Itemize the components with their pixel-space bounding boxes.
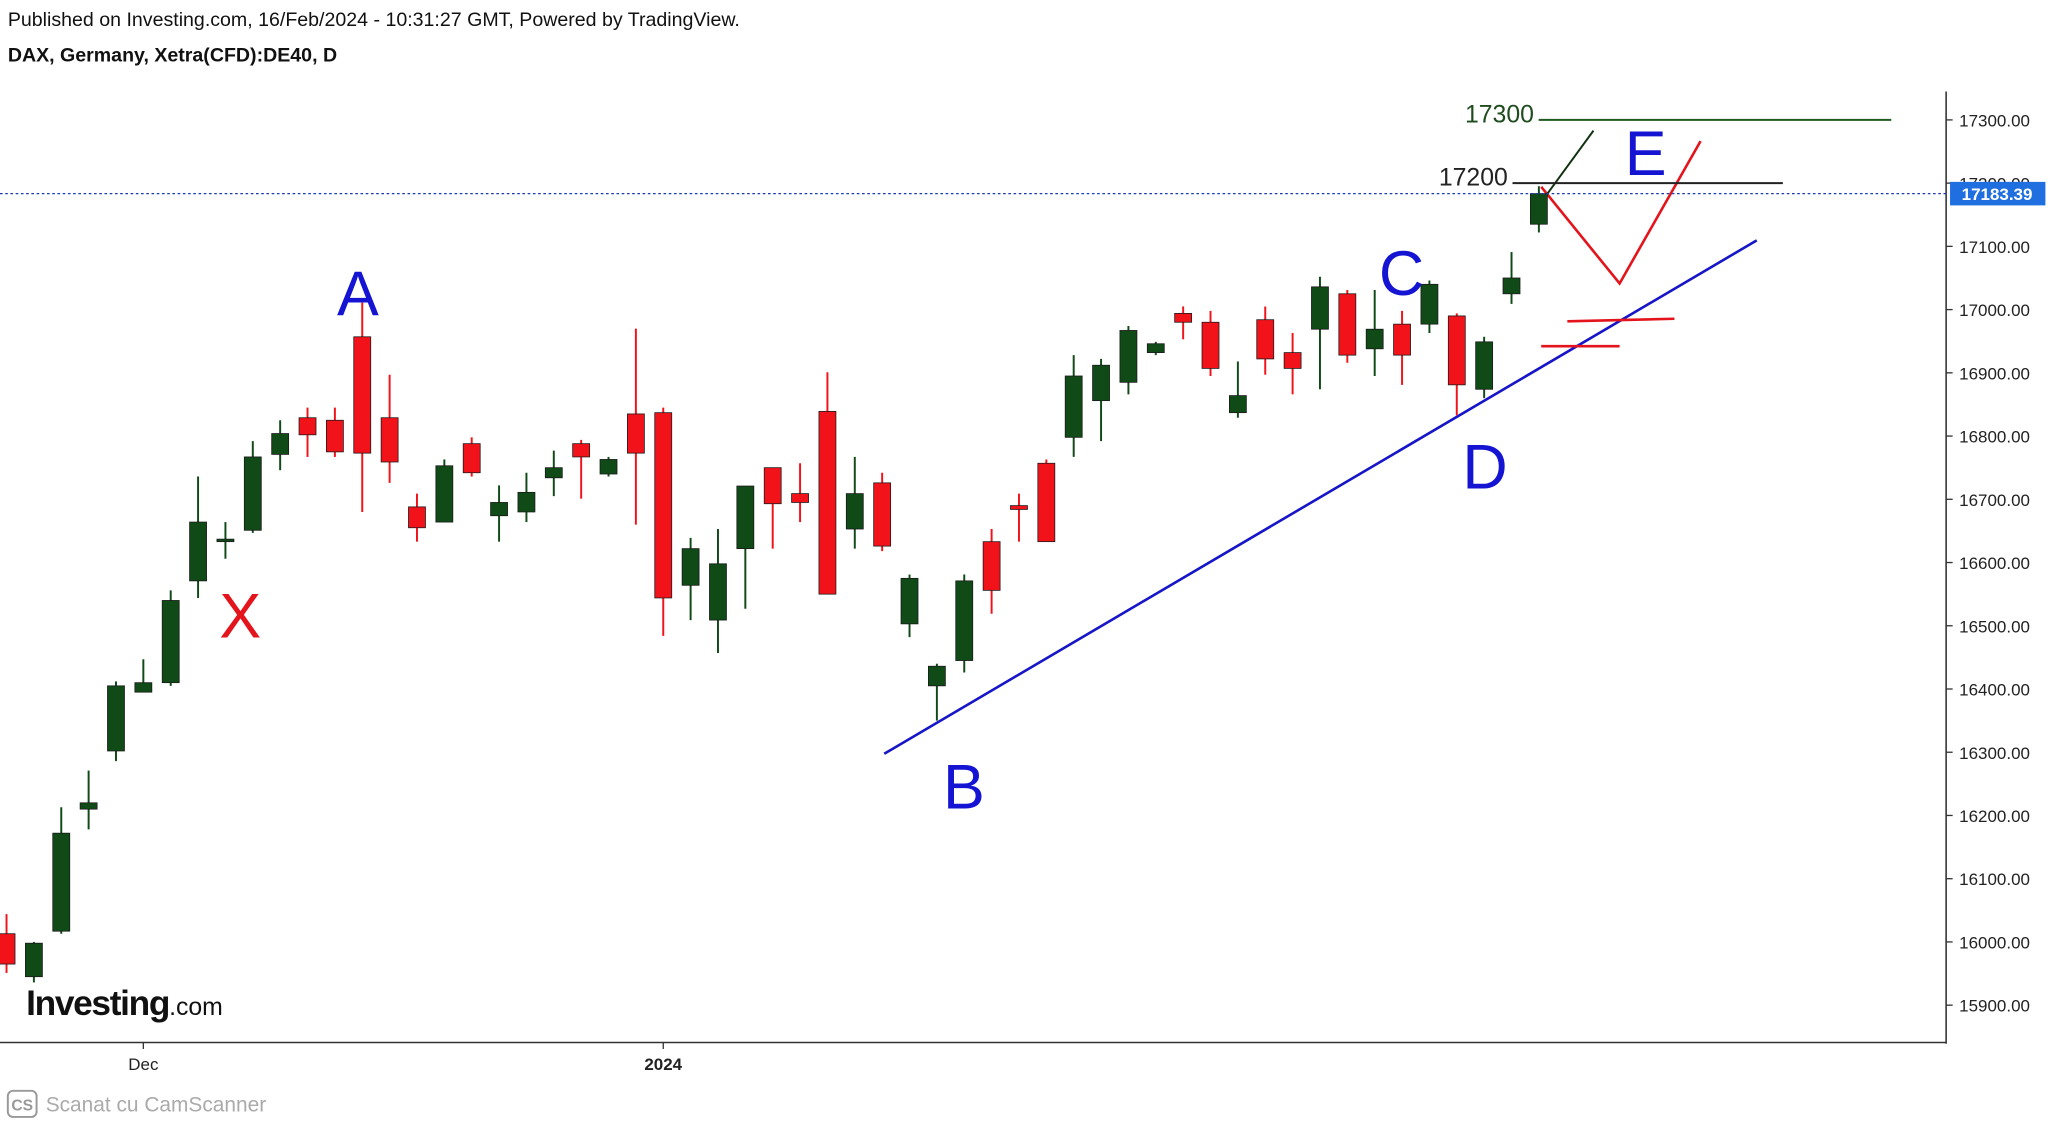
candle-body [1037, 462, 1056, 543]
candle-body [763, 467, 782, 505]
candle-body [408, 506, 426, 529]
candle-body [243, 456, 262, 531]
level-label: 17200 [1439, 165, 1508, 192]
candle-body [982, 541, 1001, 591]
candle-body [818, 411, 837, 595]
candle-body [1475, 341, 1494, 390]
candle-body [1256, 319, 1275, 360]
y-tick-label: 16800.00 [1959, 428, 2030, 447]
y-tick-label: 16100.00 [1959, 870, 2030, 889]
candle-body [1174, 313, 1193, 323]
candle-body [599, 459, 618, 475]
last-price-tag-box [1950, 181, 2046, 206]
projection-path [1543, 130, 1595, 200]
candle-body [1393, 323, 1411, 356]
x-tick-label: Dec [128, 1055, 159, 1074]
candle-body [298, 417, 317, 436]
candle-body [1365, 328, 1384, 350]
wave-label: C [1379, 239, 1424, 309]
wave-label: D [1462, 433, 1507, 503]
candle-body [1311, 286, 1329, 330]
candle-body [1146, 343, 1165, 353]
logo: Investing.com [26, 984, 223, 1023]
candle-body [517, 491, 536, 513]
candle-body [927, 665, 946, 687]
candle-body [1447, 315, 1466, 386]
watermark-badge-box [6, 1089, 38, 1118]
candle-body [1283, 352, 1302, 369]
candle-body [681, 548, 700, 586]
chart-subtitle: DAX, Germany, Xetra(CFD):DE40, D [8, 44, 337, 66]
plot-area: 15900.00 16000.00 16100.00 16200.00 16300.00… [0, 102, 2046, 1074]
x-tick-label: 2024 [644, 1055, 682, 1074]
candle-body [845, 493, 864, 530]
candle-body [1010, 505, 1028, 510]
wave-label: E [1625, 119, 1667, 189]
logo-suffix: .com [169, 994, 223, 1021]
candle-body [189, 521, 207, 582]
candle-body [326, 419, 344, 453]
candle-body [572, 443, 591, 458]
y-tick-label: 16400.00 [1959, 681, 2030, 700]
y-tick-label: 15900.00 [1959, 997, 2030, 1016]
y-tick-label: 16000.00 [1959, 933, 2030, 952]
wave-label: A [337, 259, 379, 329]
candle-body [955, 580, 974, 661]
projection-path [1540, 140, 1702, 286]
candle-body [353, 336, 372, 454]
y-tick-label: 17300.00 [1959, 111, 2030, 130]
wave-label: X [219, 581, 261, 651]
y-tick-label: 16200.00 [1959, 807, 2030, 826]
trend-line [883, 239, 1758, 755]
candle-body [161, 600, 180, 684]
watermark-badge: CS [11, 1097, 33, 1114]
logo-name: Investing [26, 984, 169, 1023]
candle-body [627, 413, 645, 454]
candle-body [79, 802, 98, 810]
candle-body [873, 482, 892, 547]
candle-body [0, 933, 16, 965]
y-tick-label: 16900.00 [1959, 364, 2030, 383]
candle-body [1119, 330, 1138, 383]
candle-body [544, 467, 563, 479]
y-tick-label: 16700.00 [1959, 491, 2030, 510]
y-tick-label: 17000.00 [1959, 301, 2030, 320]
watermark: Scanat cu CamScanner [46, 1094, 266, 1117]
chart-title: Published on Investing.com, 16/Feb/2024 … [8, 9, 740, 31]
candle-body [900, 577, 919, 625]
candle-body [52, 832, 71, 932]
y-tick-label: 16300.00 [1959, 744, 2030, 763]
candle-body [25, 942, 43, 978]
candle-body [216, 538, 235, 543]
candle-body [1338, 293, 1357, 356]
candle-body [134, 682, 153, 693]
candle-body [1420, 283, 1439, 325]
candle-body [1529, 193, 1548, 225]
candle-body [1201, 321, 1220, 369]
target-mark [1567, 317, 1675, 323]
candle-body [736, 485, 755, 550]
candle-body [1228, 395, 1247, 414]
candle-body [271, 433, 290, 455]
last-price-tag: 17183.39 [1962, 185, 2033, 204]
candle-body [1502, 277, 1521, 295]
candle-body [490, 502, 508, 517]
candle-body [1092, 364, 1110, 402]
y-tick-label: 16600.00 [1959, 554, 2030, 573]
candle-body [462, 443, 481, 474]
wave-label: B [943, 753, 985, 823]
candle-body [709, 563, 727, 621]
level-label: 17300 [1465, 102, 1534, 129]
y-tick-label: 17100.00 [1959, 238, 2030, 257]
candle-body [435, 465, 454, 523]
candle-body [380, 417, 399, 463]
candle-body [654, 412, 673, 599]
candle-body [107, 685, 125, 752]
candle-body [791, 493, 809, 503]
candle-body [1064, 375, 1083, 438]
y-tick-label: 16500.00 [1959, 617, 2030, 636]
